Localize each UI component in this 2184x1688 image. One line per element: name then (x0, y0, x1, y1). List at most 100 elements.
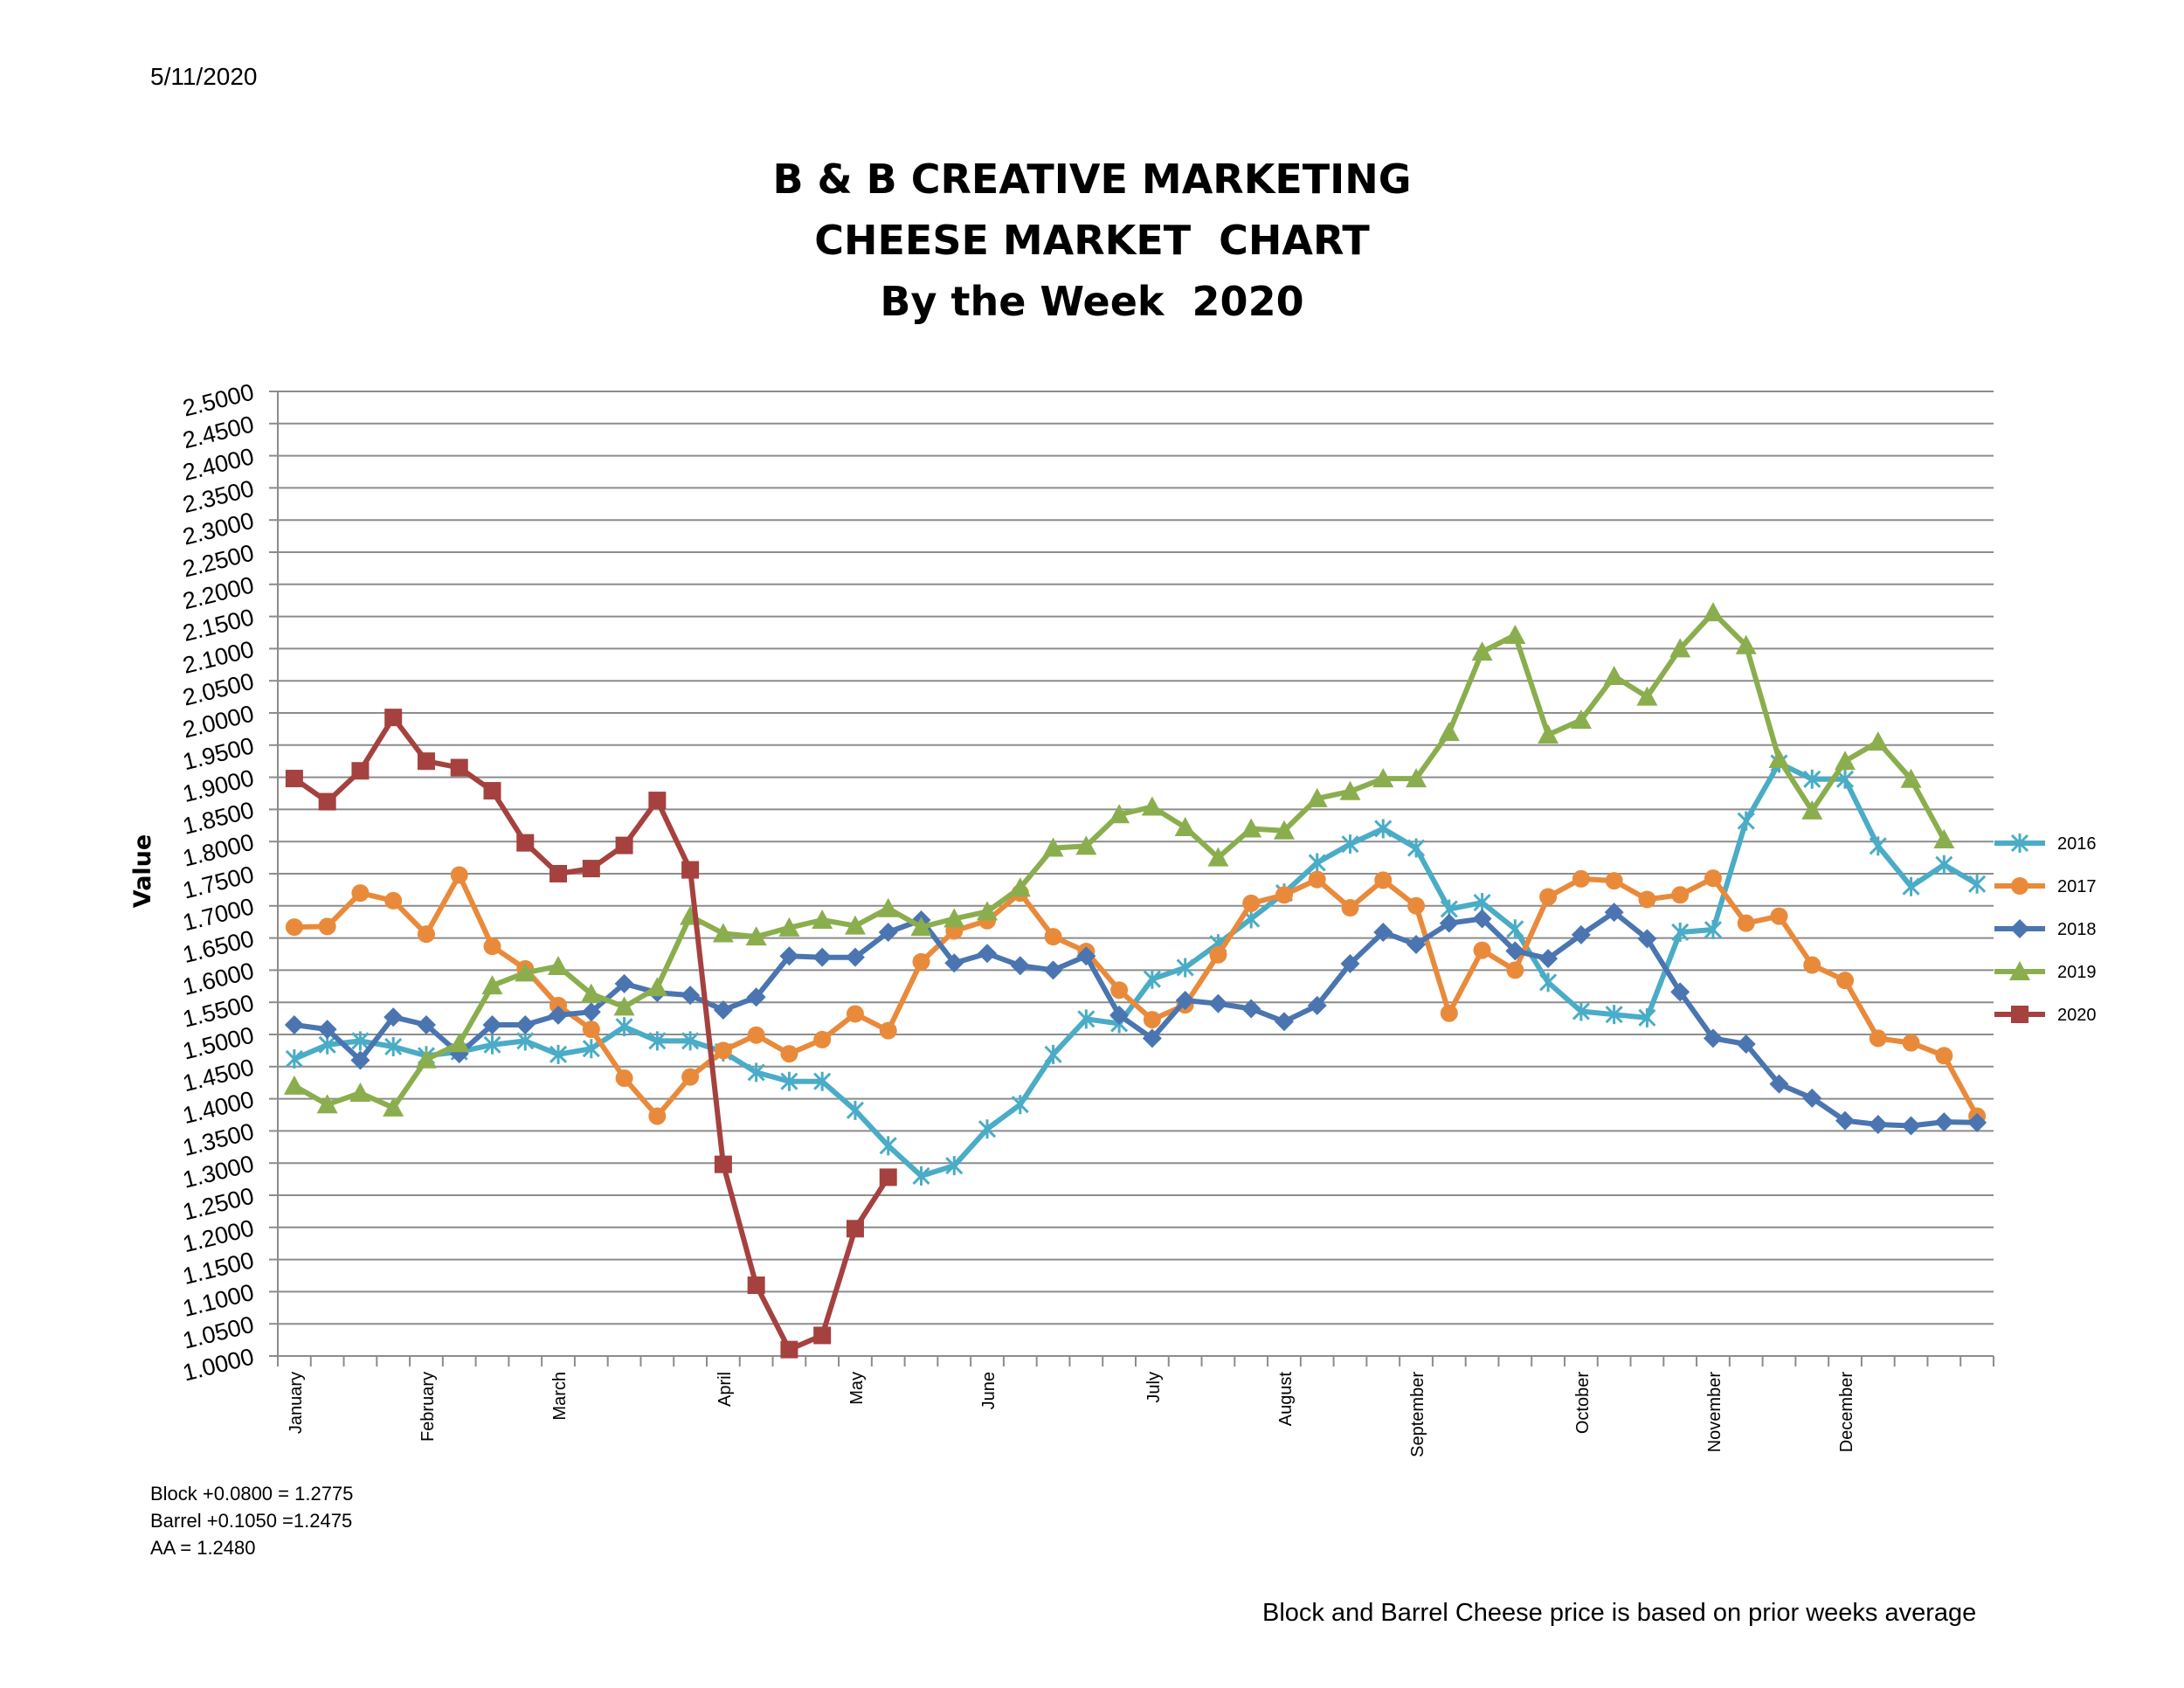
data-point (1471, 641, 1493, 661)
data-point (1572, 1001, 1590, 1021)
data-point (1374, 871, 1393, 889)
data-point (516, 1031, 535, 1051)
data-point (779, 946, 799, 966)
data-point (1902, 1034, 1920, 1052)
data-point (384, 1036, 403, 1056)
x-tick-label: October (1573, 1372, 1593, 1434)
data-point (747, 1276, 765, 1295)
data-point (1703, 1028, 1723, 1048)
y-axis-label: Value (129, 834, 156, 908)
data-point (844, 915, 866, 935)
data-point (1141, 796, 1163, 816)
data-point (943, 908, 965, 928)
data-point (1638, 890, 1656, 909)
chart-title-line-1: B & B CREATIVE MARKETING (772, 156, 1412, 203)
data-point (1704, 920, 1723, 940)
x-tick-label: November (1705, 1372, 1724, 1453)
data-point (316, 1094, 338, 1114)
data-point (349, 1082, 371, 1102)
data-point (384, 709, 403, 727)
data-point (813, 1326, 832, 1345)
data-point (977, 901, 999, 921)
data-point (482, 1014, 502, 1034)
data-point (1472, 909, 1492, 929)
data-point (912, 1166, 930, 1186)
data-point (1306, 787, 1328, 807)
data-point (417, 925, 435, 944)
data-point (483, 937, 501, 956)
data-point (1241, 999, 1261, 1019)
data-point (1176, 958, 1194, 978)
series-2020 (285, 709, 897, 1359)
data-point (1209, 945, 1227, 964)
series-line (294, 910, 1978, 1129)
data-point (483, 782, 501, 800)
data-point (1506, 961, 1524, 979)
data-point (879, 1136, 897, 1156)
data-point (549, 1005, 569, 1025)
data-point (1572, 869, 1590, 888)
legend-label: 2016 (2057, 834, 2097, 854)
data-point (910, 917, 932, 937)
data-point (582, 860, 600, 878)
data-point (415, 1048, 437, 1069)
data-point (1274, 1012, 1294, 1032)
data-point (1077, 1009, 1095, 1029)
data-point (1671, 922, 1690, 942)
data-point (613, 996, 635, 1016)
data-point (1439, 913, 1459, 933)
data-point (1506, 919, 1524, 939)
x-tick-label: August (1276, 1372, 1296, 1427)
data-point (681, 1031, 700, 1051)
data-point (1406, 838, 1426, 858)
data-point (284, 1014, 304, 1034)
data-point (1902, 876, 1920, 896)
data-point (1900, 768, 1922, 788)
data-point (646, 977, 668, 997)
legend-marker (2010, 834, 2029, 853)
legend-marker (2011, 1006, 2028, 1023)
data-point (1505, 941, 1525, 961)
data-point (1373, 922, 1393, 942)
data-point (712, 923, 734, 943)
data-point (746, 987, 766, 1007)
data-point (648, 1107, 667, 1125)
data-point (317, 1020, 337, 1040)
legend-item-2017: 2017 (1994, 877, 2097, 896)
legend-item-2018: 2018 (1994, 919, 2097, 939)
data-point (780, 1340, 798, 1359)
data-point (516, 834, 535, 852)
price-notes: Block +0.0800 = 1.2775 Barrel +0.1050 =1… (150, 1480, 353, 1561)
data-point (515, 1014, 536, 1034)
data-point (1076, 946, 1096, 966)
data-point (1736, 1034, 1756, 1055)
legend-label: 2017 (2057, 877, 2097, 896)
data-point (944, 953, 964, 973)
data-point (1044, 1044, 1062, 1064)
data-point (1867, 731, 1889, 751)
legend-label: 2020 (2057, 1006, 2097, 1025)
data-point (681, 986, 701, 1006)
data-point (1801, 799, 1823, 820)
x-tick-label: July (1144, 1372, 1164, 1403)
data-point (1637, 929, 1657, 949)
data-point (580, 983, 602, 1003)
data-point (416, 1014, 436, 1034)
data-point (515, 962, 536, 982)
data-point (1636, 686, 1658, 706)
data-point (877, 897, 899, 917)
data-point (1735, 634, 1757, 654)
data-point (483, 1034, 501, 1055)
data-point (615, 836, 633, 854)
data-point (1704, 869, 1722, 888)
data-point (1769, 1074, 1789, 1094)
data-point (1605, 872, 1623, 890)
data-point (978, 944, 998, 964)
data-point (1702, 602, 1724, 622)
data-point (351, 1031, 370, 1051)
series-line (294, 872, 1980, 1119)
series-line (293, 760, 1979, 1179)
data-point (318, 917, 336, 936)
data-point (1605, 1005, 1623, 1025)
